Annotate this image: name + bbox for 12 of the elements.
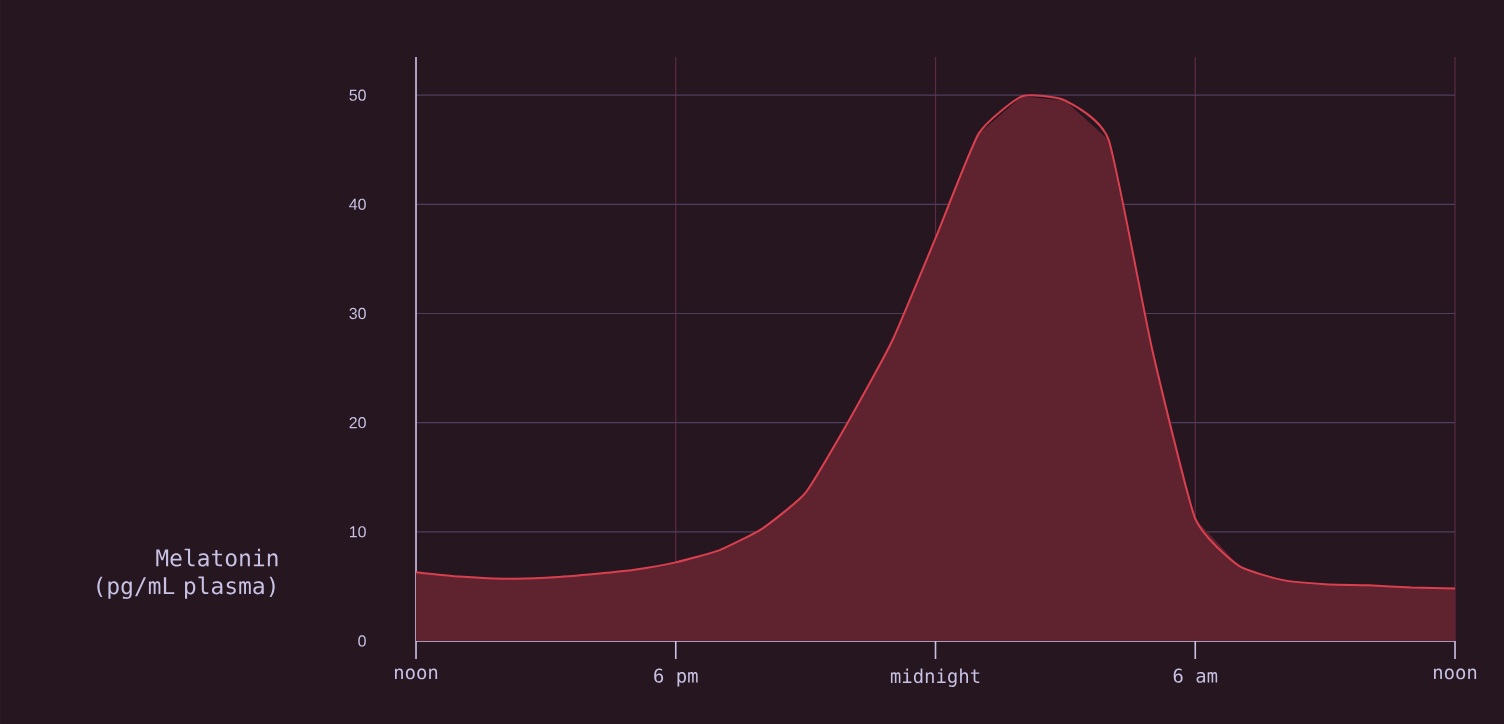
y-tick-label: 10	[349, 526, 366, 538]
x-tick-label: 6 am	[1173, 668, 1218, 683]
x-tick-label: noon	[395, 668, 438, 680]
x-tick-label: 6 pm	[654, 668, 698, 687]
x-tick-label: midnight	[890, 668, 980, 687]
y-tick-label: 0	[358, 635, 366, 647]
y-tick-label: 20	[349, 417, 366, 429]
y-axis-title: Melatonin (pg/mL plasma)	[97, 548, 278, 599]
y-tick-label: 40	[349, 198, 366, 210]
y-tick-label: 30	[349, 307, 366, 320]
x-tick-label: noon	[1434, 668, 1477, 680]
y-tick-label: 50	[349, 89, 366, 101]
